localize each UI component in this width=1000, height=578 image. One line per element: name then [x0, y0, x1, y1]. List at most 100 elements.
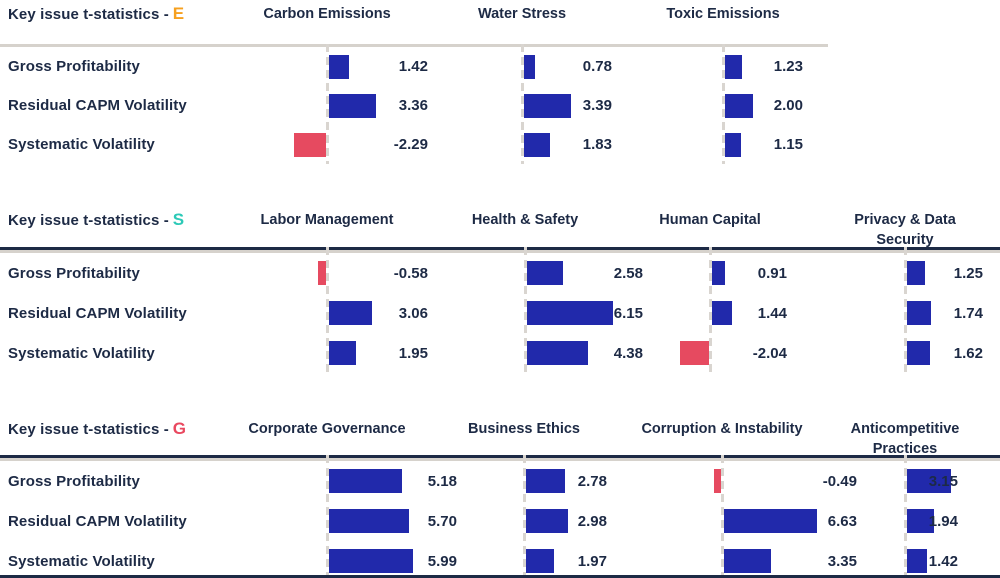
- row-label: Systematic Volatility: [8, 136, 155, 153]
- bar-value: 3.06: [398, 304, 428, 322]
- bar-value: 3.35: [827, 552, 857, 570]
- section-title: Key issue t-statistics -E: [8, 4, 184, 24]
- negative-bar: [294, 132, 326, 157]
- column-header: Carbon Emissions: [263, 6, 391, 22]
- positive-bar: [329, 549, 413, 573]
- zero-baseline-dashed-line: [326, 44, 329, 164]
- bar-value: -2.29: [393, 136, 428, 153]
- bar-value: 3.39: [582, 97, 612, 114]
- zero-baseline-dashed-line: [523, 455, 526, 578]
- zero-baseline-dashed-line: [326, 455, 329, 578]
- positive-bar: [329, 469, 402, 493]
- positive-bar: [725, 132, 741, 157]
- positive-bar: [526, 549, 554, 573]
- bar-value: 1.83: [582, 136, 612, 153]
- positive-bar: [329, 54, 349, 79]
- pillar-letter: G: [172, 419, 187, 438]
- bar-value: 2.78: [577, 472, 607, 490]
- positive-bar: [724, 509, 817, 533]
- positive-bar: [725, 54, 742, 79]
- bar-value: 1.97: [577, 552, 607, 570]
- column-header: Labor Management: [260, 212, 394, 228]
- positive-bar: [907, 301, 931, 325]
- bar-value: 0.78: [582, 58, 612, 75]
- negative-bar: [714, 469, 721, 493]
- bar-value: 4.38: [613, 344, 643, 362]
- bar-value: 5.18: [427, 472, 457, 490]
- column-header: Health & Safety: [471, 212, 579, 228]
- positive-bar: [524, 132, 550, 157]
- positive-bar: [526, 509, 568, 533]
- column-header: Anticompetitive Practices: [850, 421, 960, 458]
- bar-value: 1.23: [773, 58, 803, 75]
- row-label: Gross Profitability: [8, 472, 140, 490]
- bar-value: 3.15: [928, 472, 958, 490]
- negative-bar: [680, 341, 709, 365]
- separator-line: [0, 250, 1000, 253]
- bar-value: -0.49: [822, 472, 857, 490]
- zero-baseline-dashed-line: [722, 44, 725, 164]
- bar-value: 5.70: [427, 512, 457, 530]
- bar-value: 5.99: [427, 552, 457, 570]
- positive-bar: [907, 261, 925, 285]
- positive-bar: [527, 301, 613, 325]
- positive-bar: [527, 261, 563, 285]
- zero-baseline-dashed-line: [326, 247, 329, 373]
- zero-baseline-dashed-line: [721, 455, 724, 578]
- positive-bar: [907, 469, 951, 493]
- column-header: Toxic Emissions: [666, 6, 780, 22]
- row-label: Gross Profitability: [8, 264, 140, 282]
- positive-bar: [526, 469, 565, 493]
- separator-line: [0, 458, 1000, 461]
- positive-bar: [329, 93, 376, 118]
- positive-bar: [329, 341, 356, 365]
- positive-bar: [524, 54, 535, 79]
- zero-baseline-dashed-line: [904, 247, 907, 373]
- bar-value: 1.15: [773, 136, 803, 153]
- column-header: Corporate Governance: [248, 421, 406, 437]
- bar-value: 2.58: [613, 264, 643, 282]
- pillar-letter: E: [172, 4, 185, 23]
- row-label: Systematic Volatility: [8, 552, 155, 570]
- positive-bar: [724, 549, 771, 573]
- bottom-border-line: [0, 575, 1000, 578]
- positive-bar: [725, 93, 753, 118]
- row-label: Residual CAPM Volatility: [8, 97, 187, 114]
- bar-value: 3.36: [398, 97, 428, 114]
- zero-baseline-dashed-line: [521, 44, 524, 164]
- negative-bar: [318, 261, 326, 285]
- positive-bar: [329, 509, 409, 533]
- positive-bar: [527, 341, 588, 365]
- positive-bar: [907, 509, 934, 533]
- bar-value: -2.04: [752, 344, 787, 362]
- column-header: Human Capital: [659, 212, 761, 228]
- zero-baseline-dashed-line: [709, 247, 712, 373]
- bar-value: -0.58: [393, 264, 428, 282]
- section-title: Key issue t-statistics -S: [8, 210, 184, 230]
- column-header: Corruption & Instability: [641, 421, 803, 437]
- section-title-text: Key issue t-statistics -: [8, 421, 169, 438]
- bar-value: 1.42: [928, 552, 958, 570]
- zero-baseline-dashed-line: [524, 247, 527, 373]
- bar-value: 2.98: [577, 512, 607, 530]
- positive-bar: [712, 261, 725, 285]
- separator-line: [0, 247, 1000, 250]
- bar-value: 1.42: [398, 58, 428, 75]
- positive-bar: [329, 301, 372, 325]
- separator-line: [0, 44, 828, 47]
- row-label: Gross Profitability: [8, 58, 140, 75]
- zero-baseline-dashed-line: [904, 455, 907, 578]
- row-label: Residual CAPM Volatility: [8, 512, 187, 530]
- separator-line: [0, 455, 1000, 458]
- bar-value: 1.44: [757, 304, 787, 322]
- pillar-letter: S: [172, 210, 185, 229]
- section-title-text: Key issue t-statistics -: [8, 6, 169, 23]
- bar-value: 6.63: [827, 512, 857, 530]
- positive-bar: [907, 341, 930, 365]
- row-label: Systematic Volatility: [8, 344, 155, 362]
- bar-value: 6.15: [613, 304, 643, 322]
- positive-bar: [712, 301, 732, 325]
- bar-value: 1.74: [953, 304, 983, 322]
- bar-value: 1.95: [398, 344, 428, 362]
